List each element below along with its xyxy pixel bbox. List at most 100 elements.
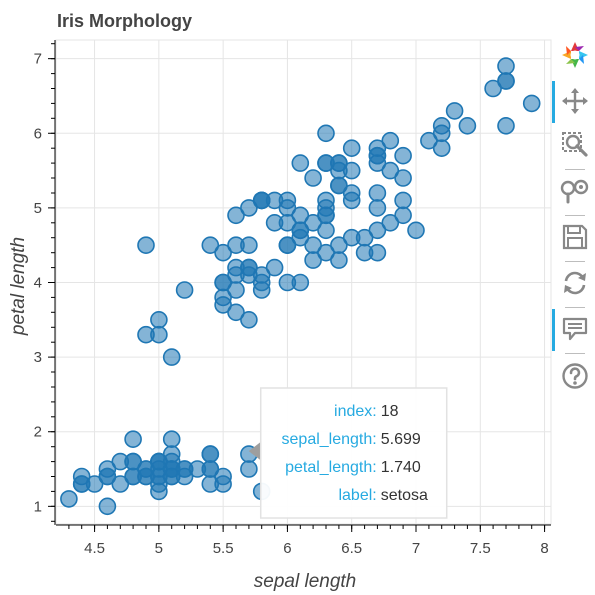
data-point[interactable] bbox=[240, 460, 258, 478]
data-point[interactable] bbox=[497, 117, 515, 135]
data-point[interactable] bbox=[304, 169, 322, 187]
data-point[interactable] bbox=[252, 273, 271, 292]
data-point[interactable] bbox=[291, 228, 310, 247]
hover-tool-icon[interactable] bbox=[552, 309, 590, 351]
y-axis-label: petal length bbox=[8, 237, 29, 336]
data-point[interactable] bbox=[137, 236, 155, 254]
data-point[interactable] bbox=[214, 243, 232, 262]
logo-icon[interactable] bbox=[558, 38, 592, 72]
data-point[interactable] bbox=[304, 214, 322, 232]
data-point[interactable] bbox=[162, 348, 181, 366]
y-axis-ticks: 1 2 3 4 5 6 7 bbox=[34, 43, 55, 522]
data-point[interactable] bbox=[227, 303, 245, 322]
data-point[interactable] bbox=[72, 475, 91, 493]
tooltip-key: label: bbox=[338, 487, 376, 504]
data-point[interactable] bbox=[162, 452, 181, 471]
data-point[interactable] bbox=[317, 154, 335, 172]
data-point[interactable] bbox=[98, 467, 117, 486]
data-point[interactable] bbox=[291, 273, 310, 292]
pan-tool-icon[interactable] bbox=[552, 81, 590, 123]
data-point[interactable] bbox=[330, 251, 348, 269]
data-point[interactable] bbox=[368, 184, 387, 202]
tooltip-value: 18 bbox=[381, 403, 399, 420]
data-point[interactable] bbox=[162, 430, 181, 449]
data-point[interactable] bbox=[355, 243, 374, 262]
data-point[interactable] bbox=[201, 445, 220, 463]
data-point[interactable] bbox=[445, 102, 464, 120]
tooltip-key: index: bbox=[334, 403, 377, 420]
data-point[interactable] bbox=[150, 467, 168, 486]
tooltip-key: sepal_length: bbox=[282, 431, 377, 448]
data-point[interactable] bbox=[484, 79, 502, 98]
data-point[interactable] bbox=[394, 169, 412, 187]
data-point[interactable] bbox=[175, 281, 194, 299]
data-point[interactable] bbox=[150, 325, 168, 344]
data-point[interactable] bbox=[240, 199, 258, 217]
box-zoom-tool-icon[interactable] bbox=[560, 130, 590, 160]
reset-tool-icon[interactable] bbox=[560, 268, 590, 298]
tooltip-pointer bbox=[248, 441, 262, 462]
data-point[interactable] bbox=[381, 161, 400, 180]
data-point[interactable] bbox=[227, 206, 245, 225]
data-point[interactable] bbox=[458, 117, 477, 135]
data-point[interactable] bbox=[214, 475, 232, 493]
data-point[interactable] bbox=[214, 273, 232, 292]
data-point[interactable] bbox=[304, 251, 322, 269]
tooltip-value: setosa bbox=[381, 487, 428, 504]
save-tool-icon[interactable] bbox=[560, 222, 590, 252]
y-tick-label: 5 bbox=[34, 200, 42, 217]
data-point[interactable] bbox=[188, 460, 207, 478]
help-icon[interactable] bbox=[560, 361, 590, 391]
data-point[interactable] bbox=[381, 214, 400, 232]
y-tick-label: 1 bbox=[34, 498, 42, 515]
data-point[interactable] bbox=[124, 467, 142, 486]
data-point[interactable] bbox=[291, 206, 310, 225]
data-point[interactable] bbox=[497, 57, 515, 75]
data-point[interactable] bbox=[278, 236, 297, 254]
x-tick-label: 6.5 bbox=[341, 540, 362, 557]
scatter-chart[interactable]: Iris Morphology 4.5 5 5.5 6 6.5 7 7.5 8 1 2 3 4 5 6 7… bbox=[0, 0, 552, 595]
x-tick-label: 5 bbox=[155, 540, 163, 557]
data-point[interactable] bbox=[278, 214, 297, 232]
x-axis-ticks: 4.5 5 5.5 6 6.5 7 7.5 8 bbox=[68, 525, 549, 557]
data-point[interactable] bbox=[265, 191, 284, 210]
data-point[interactable] bbox=[201, 236, 220, 254]
data-point[interactable] bbox=[420, 131, 438, 150]
data-point[interactable] bbox=[111, 475, 130, 493]
data-point[interactable] bbox=[240, 310, 258, 329]
data-point[interactable] bbox=[150, 310, 168, 329]
data-point[interactable] bbox=[432, 124, 451, 143]
data-point[interactable] bbox=[124, 430, 142, 449]
data-point[interactable] bbox=[227, 236, 245, 254]
data-point[interactable] bbox=[317, 243, 335, 262]
chart-title: Iris Morphology bbox=[57, 11, 192, 31]
data-point[interactable] bbox=[522, 94, 541, 113]
data-point[interactable] bbox=[381, 131, 400, 150]
data-point[interactable] bbox=[240, 266, 258, 284]
data-point[interactable] bbox=[265, 258, 284, 277]
data-point[interactable] bbox=[317, 124, 335, 143]
wheel-zoom-tool-icon[interactable] bbox=[560, 176, 590, 206]
y-tick-label: 7 bbox=[34, 51, 42, 68]
data-point[interactable] bbox=[368, 221, 387, 240]
data-point[interactable] bbox=[98, 497, 117, 516]
tooltip-value: 1.740 bbox=[381, 459, 421, 476]
data-point[interactable] bbox=[394, 146, 412, 165]
data-point[interactable] bbox=[291, 154, 310, 172]
data-point[interactable] bbox=[317, 199, 335, 217]
data-points[interactable] bbox=[60, 57, 541, 516]
data-point[interactable] bbox=[368, 146, 387, 165]
data-point[interactable] bbox=[330, 161, 348, 180]
data-point[interactable] bbox=[394, 191, 412, 210]
data-point[interactable] bbox=[342, 139, 361, 157]
data-point[interactable] bbox=[342, 184, 361, 202]
data-point[interactable] bbox=[497, 72, 515, 90]
data-point[interactable] bbox=[407, 221, 425, 240]
data-point[interactable] bbox=[432, 139, 451, 157]
data-point[interactable] bbox=[214, 296, 232, 314]
data-point[interactable] bbox=[368, 199, 387, 217]
x-axis-label: sepal length bbox=[254, 571, 356, 592]
tooltip-key: petal_length: bbox=[285, 459, 377, 476]
data-point[interactable] bbox=[60, 490, 78, 508]
